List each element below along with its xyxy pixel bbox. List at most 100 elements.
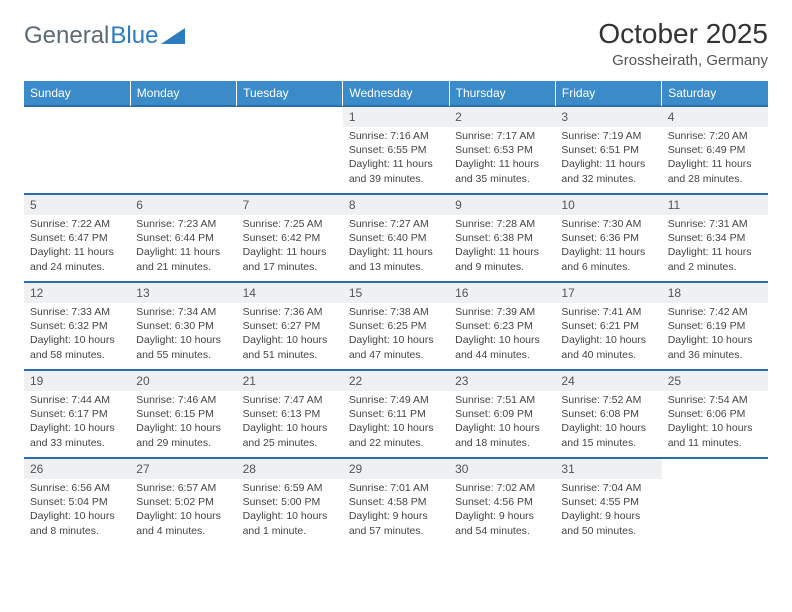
day-number: 4 — [662, 106, 768, 127]
calendar-cell: 17Sunrise: 7:41 AMSunset: 6:21 PMDayligh… — [555, 282, 661, 370]
day-number: 17 — [555, 282, 661, 303]
day-number: 10 — [555, 194, 661, 215]
day-header: Sunday — [24, 81, 130, 106]
day-number: 27 — [130, 458, 236, 479]
day-details: Sunrise: 7:30 AMSunset: 6:36 PMDaylight:… — [555, 215, 661, 278]
day-details: Sunrise: 7:47 AMSunset: 6:13 PMDaylight:… — [237, 391, 343, 454]
day-number: 30 — [449, 458, 555, 479]
location: Grossheirath, Germany — [598, 52, 768, 69]
day-number: 20 — [130, 370, 236, 391]
calendar-cell: 10Sunrise: 7:30 AMSunset: 6:36 PMDayligh… — [555, 194, 661, 282]
calendar-cell: 18Sunrise: 7:42 AMSunset: 6:19 PMDayligh… — [662, 282, 768, 370]
day-details: Sunrise: 7:42 AMSunset: 6:19 PMDaylight:… — [662, 303, 768, 366]
calendar-cell: 15Sunrise: 7:38 AMSunset: 6:25 PMDayligh… — [343, 282, 449, 370]
logo-triangle-icon — [161, 26, 187, 46]
day-number: 31 — [555, 458, 661, 479]
day-details: Sunrise: 7:23 AMSunset: 6:44 PMDaylight:… — [130, 215, 236, 278]
day-details: Sunrise: 7:27 AMSunset: 6:40 PMDaylight:… — [343, 215, 449, 278]
day-number: 23 — [449, 370, 555, 391]
day-number: 13 — [130, 282, 236, 303]
day-number: 1 — [343, 106, 449, 127]
calendar-cell: 31Sunrise: 7:04 AMSunset: 4:55 PMDayligh… — [555, 458, 661, 546]
day-number: 7 — [237, 194, 343, 215]
calendar-cell — [237, 106, 343, 194]
month-title: October 2025 — [598, 18, 768, 50]
calendar-cell: 27Sunrise: 6:57 AMSunset: 5:02 PMDayligh… — [130, 458, 236, 546]
calendar-cell: 12Sunrise: 7:33 AMSunset: 6:32 PMDayligh… — [24, 282, 130, 370]
day-details: Sunrise: 7:39 AMSunset: 6:23 PMDaylight:… — [449, 303, 555, 366]
calendar-cell: 2Sunrise: 7:17 AMSunset: 6:53 PMDaylight… — [449, 106, 555, 194]
calendar-cell: 25Sunrise: 7:54 AMSunset: 6:06 PMDayligh… — [662, 370, 768, 458]
calendar-cell — [662, 458, 768, 546]
day-details: Sunrise: 7:28 AMSunset: 6:38 PMDaylight:… — [449, 215, 555, 278]
day-number: 3 — [555, 106, 661, 127]
logo: GeneralBlue — [24, 22, 187, 50]
calendar-cell: 3Sunrise: 7:19 AMSunset: 6:51 PMDaylight… — [555, 106, 661, 194]
day-header: Friday — [555, 81, 661, 106]
logo-text-b: Blue — [110, 22, 158, 50]
calendar-cell: 11Sunrise: 7:31 AMSunset: 6:34 PMDayligh… — [662, 194, 768, 282]
day-number: 9 — [449, 194, 555, 215]
day-number: 21 — [237, 370, 343, 391]
calendar-cell: 6Sunrise: 7:23 AMSunset: 6:44 PMDaylight… — [130, 194, 236, 282]
header: GeneralBlue October 2025 Grossheirath, G… — [24, 18, 768, 69]
day-number: 15 — [343, 282, 449, 303]
day-details: Sunrise: 7:02 AMSunset: 4:56 PMDaylight:… — [449, 479, 555, 542]
calendar-cell: 21Sunrise: 7:47 AMSunset: 6:13 PMDayligh… — [237, 370, 343, 458]
day-details: Sunrise: 7:51 AMSunset: 6:09 PMDaylight:… — [449, 391, 555, 454]
calendar-row: 5Sunrise: 7:22 AMSunset: 6:47 PMDaylight… — [24, 194, 768, 282]
day-details: Sunrise: 7:01 AMSunset: 4:58 PMDaylight:… — [343, 479, 449, 542]
day-number: 29 — [343, 458, 449, 479]
calendar-row: 12Sunrise: 7:33 AMSunset: 6:32 PMDayligh… — [24, 282, 768, 370]
day-details: Sunrise: 7:52 AMSunset: 6:08 PMDaylight:… — [555, 391, 661, 454]
day-details: Sunrise: 7:20 AMSunset: 6:49 PMDaylight:… — [662, 127, 768, 190]
day-details: Sunrise: 7:46 AMSunset: 6:15 PMDaylight:… — [130, 391, 236, 454]
day-details: Sunrise: 7:04 AMSunset: 4:55 PMDaylight:… — [555, 479, 661, 542]
calendar-row: 19Sunrise: 7:44 AMSunset: 6:17 PMDayligh… — [24, 370, 768, 458]
day-details: Sunrise: 7:22 AMSunset: 6:47 PMDaylight:… — [24, 215, 130, 278]
calendar-cell: 5Sunrise: 7:22 AMSunset: 6:47 PMDaylight… — [24, 194, 130, 282]
calendar-cell: 16Sunrise: 7:39 AMSunset: 6:23 PMDayligh… — [449, 282, 555, 370]
day-details: Sunrise: 7:49 AMSunset: 6:11 PMDaylight:… — [343, 391, 449, 454]
day-details: Sunrise: 6:59 AMSunset: 5:00 PMDaylight:… — [237, 479, 343, 542]
calendar-cell: 24Sunrise: 7:52 AMSunset: 6:08 PMDayligh… — [555, 370, 661, 458]
day-details: Sunrise: 7:19 AMSunset: 6:51 PMDaylight:… — [555, 127, 661, 190]
day-details: Sunrise: 7:36 AMSunset: 6:27 PMDaylight:… — [237, 303, 343, 366]
day-number: 22 — [343, 370, 449, 391]
day-number: 8 — [343, 194, 449, 215]
calendar-cell: 1Sunrise: 7:16 AMSunset: 6:55 PMDaylight… — [343, 106, 449, 194]
day-header: Saturday — [662, 81, 768, 106]
calendar-cell: 9Sunrise: 7:28 AMSunset: 6:38 PMDaylight… — [449, 194, 555, 282]
day-header-row: SundayMondayTuesdayWednesdayThursdayFrid… — [24, 81, 768, 106]
day-header: Thursday — [449, 81, 555, 106]
day-number: 19 — [24, 370, 130, 391]
calendar-cell: 29Sunrise: 7:01 AMSunset: 4:58 PMDayligh… — [343, 458, 449, 546]
calendar-cell: 19Sunrise: 7:44 AMSunset: 6:17 PMDayligh… — [24, 370, 130, 458]
day-number: 5 — [24, 194, 130, 215]
day-number: 26 — [24, 458, 130, 479]
day-number: 18 — [662, 282, 768, 303]
logo-text-a: General — [24, 22, 109, 50]
day-details: Sunrise: 6:56 AMSunset: 5:04 PMDaylight:… — [24, 479, 130, 542]
calendar-cell: 13Sunrise: 7:34 AMSunset: 6:30 PMDayligh… — [130, 282, 236, 370]
calendar-cell: 23Sunrise: 7:51 AMSunset: 6:09 PMDayligh… — [449, 370, 555, 458]
day-number: 12 — [24, 282, 130, 303]
calendar-cell: 20Sunrise: 7:46 AMSunset: 6:15 PMDayligh… — [130, 370, 236, 458]
title-block: October 2025 Grossheirath, Germany — [598, 18, 768, 69]
calendar-body: 1Sunrise: 7:16 AMSunset: 6:55 PMDaylight… — [24, 106, 768, 546]
calendar-cell: 14Sunrise: 7:36 AMSunset: 6:27 PMDayligh… — [237, 282, 343, 370]
calendar-cell: 28Sunrise: 6:59 AMSunset: 5:00 PMDayligh… — [237, 458, 343, 546]
calendar-cell: 30Sunrise: 7:02 AMSunset: 4:56 PMDayligh… — [449, 458, 555, 546]
calendar-cell: 7Sunrise: 7:25 AMSunset: 6:42 PMDaylight… — [237, 194, 343, 282]
day-details: Sunrise: 7:17 AMSunset: 6:53 PMDaylight:… — [449, 127, 555, 190]
day-details: Sunrise: 7:54 AMSunset: 6:06 PMDaylight:… — [662, 391, 768, 454]
calendar-table: SundayMondayTuesdayWednesdayThursdayFrid… — [24, 81, 768, 546]
day-number: 16 — [449, 282, 555, 303]
calendar-row: 26Sunrise: 6:56 AMSunset: 5:04 PMDayligh… — [24, 458, 768, 546]
calendar-cell: 26Sunrise: 6:56 AMSunset: 5:04 PMDayligh… — [24, 458, 130, 546]
calendar-row: 1Sunrise: 7:16 AMSunset: 6:55 PMDaylight… — [24, 106, 768, 194]
day-details: Sunrise: 7:16 AMSunset: 6:55 PMDaylight:… — [343, 127, 449, 190]
day-number: 24 — [555, 370, 661, 391]
calendar-cell — [24, 106, 130, 194]
day-details: Sunrise: 7:44 AMSunset: 6:17 PMDaylight:… — [24, 391, 130, 454]
